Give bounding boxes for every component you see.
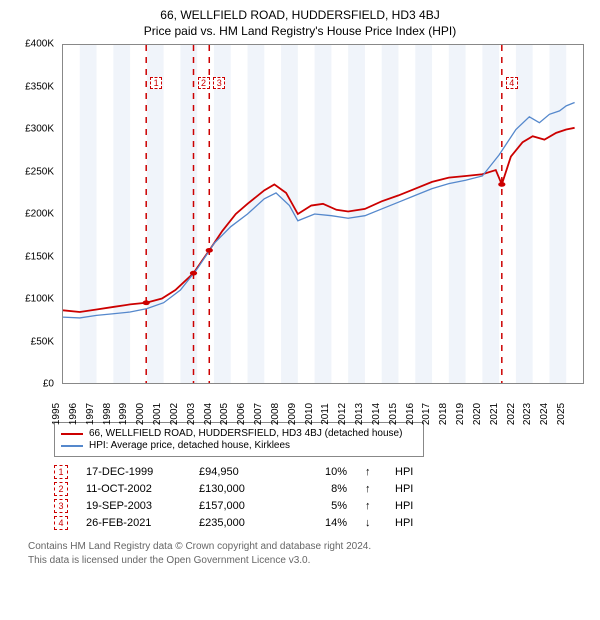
x-tick-label: 2019	[455, 403, 466, 425]
transaction-date: 11-OCT-2002	[86, 483, 181, 495]
x-tick-label: 2020	[472, 403, 483, 425]
legend-swatch	[61, 445, 83, 447]
transaction-suffix: HPI	[395, 483, 425, 495]
y-tick-label: £50K	[31, 336, 54, 347]
x-tick-label: 1997	[85, 403, 96, 425]
x-tick-label: 2004	[203, 403, 214, 425]
transaction-pct: 10%	[297, 466, 347, 478]
x-tick-label: 2016	[405, 403, 416, 425]
transaction-price: £94,950	[199, 466, 279, 478]
y-tick-label: £100K	[25, 294, 54, 305]
x-axis: 1995199619971998199920002001200220032004…	[62, 386, 584, 414]
y-tick-label: £0	[43, 379, 54, 390]
legend-swatch	[61, 433, 83, 435]
transaction-row: 2 11-OCT-2002 £130,000 8% ↑ HPI	[54, 482, 590, 496]
transaction-pct: 5%	[297, 500, 347, 512]
x-tick-label: 2005	[219, 403, 230, 425]
chart-title-sub: Price paid vs. HM Land Registry's House …	[10, 24, 590, 38]
transaction-suffix: HPI	[395, 517, 425, 529]
y-tick-label: £300K	[25, 124, 54, 135]
x-tick-label: 2000	[135, 403, 146, 425]
transaction-marker: 3	[54, 499, 68, 513]
transaction-date: 26-FEB-2021	[86, 517, 181, 529]
footer-line-2: This data is licensed under the Open Gov…	[28, 554, 590, 568]
y-axis: £0£50K£100K£150K£200K£250K£300K£350K£400…	[18, 44, 58, 384]
x-tick-label: 2012	[337, 403, 348, 425]
x-tick-label: 2024	[539, 403, 550, 425]
x-tick-label: 2014	[371, 403, 382, 425]
y-tick-label: £200K	[25, 209, 54, 220]
transaction-arrow-icon: ↑	[365, 500, 377, 512]
legend: 66, WELLFIELD ROAD, HUDDERSFIELD, HD3 4B…	[54, 422, 424, 457]
x-tick-label: 2003	[186, 403, 197, 425]
transaction-date: 17-DEC-1999	[86, 466, 181, 478]
transaction-price: £130,000	[199, 483, 279, 495]
transaction-marker: 2	[54, 482, 68, 496]
transaction-pct: 14%	[297, 517, 347, 529]
x-tick-label: 2015	[388, 403, 399, 425]
x-tick-label: 2017	[421, 403, 432, 425]
plot-area: 1 23 4	[62, 44, 584, 384]
x-tick-label: 2009	[287, 403, 298, 425]
transaction-marker: 1	[54, 465, 68, 479]
x-tick-label: 2007	[253, 403, 264, 425]
transaction-arrow-icon: ↓	[365, 517, 377, 529]
legend-label: HPI: Average price, detached house, Kirk…	[89, 440, 290, 451]
transaction-price: £157,000	[199, 500, 279, 512]
chart-title-address: 66, WELLFIELD ROAD, HUDDERSFIELD, HD3 4B…	[10, 8, 590, 22]
transaction-suffix: HPI	[395, 466, 425, 478]
x-tick-label: 2023	[522, 403, 533, 425]
x-tick-label: 1996	[68, 403, 79, 425]
transaction-pct: 8%	[297, 483, 347, 495]
x-tick-label: 2002	[169, 403, 180, 425]
y-tick-label: £150K	[25, 251, 54, 262]
x-tick-label: 2008	[270, 403, 281, 425]
x-tick-label: 2013	[354, 403, 365, 425]
footer-line-1: Contains HM Land Registry data © Crown c…	[28, 540, 590, 554]
y-tick-label: £250K	[25, 166, 54, 177]
x-tick-label: 1998	[102, 403, 113, 425]
x-tick-label: 2011	[320, 403, 331, 425]
chart-marker-label: 4	[506, 77, 518, 89]
transaction-row: 1 17-DEC-1999 £94,950 10% ↑ HPI	[54, 465, 590, 479]
footer-attribution: Contains HM Land Registry data © Crown c…	[28, 540, 590, 567]
chart-marker-label: 3	[213, 77, 225, 89]
transaction-arrow-icon: ↑	[365, 483, 377, 495]
x-tick-label: 2001	[152, 403, 163, 425]
legend-item: HPI: Average price, detached house, Kirk…	[61, 440, 417, 451]
chart-area: £0£50K£100K£150K£200K£250K£300K£350K£400…	[18, 44, 590, 414]
x-tick-label: 2018	[438, 403, 449, 425]
chart-marker-label: 1	[150, 77, 162, 89]
transaction-marker: 4	[54, 516, 68, 530]
transaction-arrow-icon: ↑	[365, 466, 377, 478]
y-tick-label: £400K	[25, 39, 54, 50]
x-tick-label: 2022	[506, 403, 517, 425]
transactions-table: 1 17-DEC-1999 £94,950 10% ↑ HPI 2 11-OCT-2002 £1…	[54, 465, 590, 530]
legend-item: 66, WELLFIELD ROAD, HUDDERSFIELD, HD3 4B…	[61, 428, 417, 439]
x-tick-label: 2021	[489, 403, 500, 425]
x-tick-label: 2025	[556, 403, 567, 425]
x-tick-label: 2010	[304, 403, 315, 425]
x-tick-label: 1999	[118, 403, 129, 425]
transaction-suffix: HPI	[395, 500, 425, 512]
y-tick-label: £350K	[25, 81, 54, 92]
x-tick-label: 2006	[236, 403, 247, 425]
x-tick-label: 1995	[51, 403, 62, 425]
transaction-price: £235,000	[199, 517, 279, 529]
transaction-row: 3 19-SEP-2003 £157,000 5% ↑ HPI	[54, 499, 590, 513]
transaction-date: 19-SEP-2003	[86, 500, 181, 512]
transaction-row: 4 26-FEB-2021 £235,000 14% ↓ HPI	[54, 516, 590, 530]
chart-marker-label: 2	[198, 77, 210, 89]
legend-label: 66, WELLFIELD ROAD, HUDDERSFIELD, HD3 4B…	[89, 428, 402, 439]
